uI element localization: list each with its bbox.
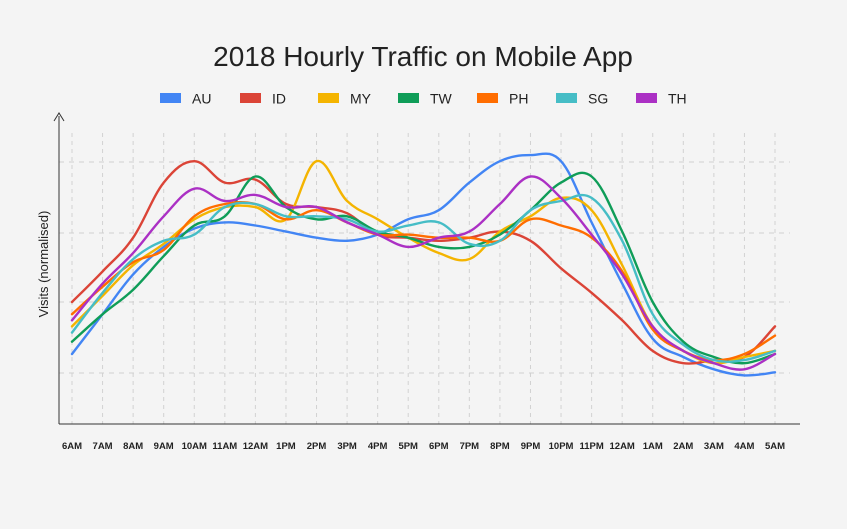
y-axis-arrow	[53, 112, 65, 122]
legend-swatch	[477, 93, 498, 103]
legend-swatch	[160, 93, 181, 103]
x-tick-label: 5PM	[398, 441, 418, 452]
legend-label: PH	[509, 91, 528, 107]
legend-item-au: AU	[160, 91, 211, 107]
x-tick-label: 12AM	[243, 441, 268, 452]
legend-swatch	[398, 93, 419, 103]
x-tick-label: 4PM	[368, 441, 388, 452]
x-tick-labels: 6AM 7AM 8AM 9AM 10AM 11AM 12AM 1PM 2PM 3PM 4PM 5PM 6…	[62, 441, 785, 452]
series-line-tw	[70, 171, 777, 365]
legend-item-id: ID	[240, 91, 286, 107]
legend-label: TW	[430, 91, 453, 107]
legend-swatch	[636, 93, 657, 103]
x-tick-label: 3AM	[704, 441, 724, 452]
x-tick-label: 2AM	[673, 441, 693, 452]
series-line-au	[70, 152, 777, 377]
series-line-ph	[70, 200, 777, 362]
legend-swatch	[556, 93, 577, 103]
x-tick-label: 3PM	[337, 441, 357, 452]
x-tick-label: 7PM	[460, 441, 480, 452]
legend-label: TH	[668, 91, 687, 107]
legend-label: SG	[588, 91, 608, 107]
series-line-th	[70, 175, 777, 371]
x-tick-label: 5AM	[765, 441, 785, 452]
series-line-id	[70, 160, 777, 365]
legend-item-sg: SG	[556, 91, 608, 107]
x-tick-label: 9PM	[521, 441, 541, 452]
legend: AU ID MY TW PH SG TH	[160, 91, 687, 107]
legend-label: ID	[272, 91, 286, 107]
legend-swatch	[318, 93, 339, 103]
legend-label: MY	[350, 91, 372, 107]
y-axis-label: Visits (normalised)	[36, 211, 51, 318]
legend-item-th: TH	[636, 91, 687, 107]
chart-title: 2018 Hourly Traffic on Mobile App	[213, 41, 633, 72]
x-tick-label: 6AM	[62, 441, 82, 452]
x-tick-label: 9AM	[154, 441, 174, 452]
x-tick-label: 8AM	[123, 441, 143, 452]
series-line-my	[70, 159, 777, 365]
legend-item-my: MY	[318, 91, 372, 107]
x-tick-label: 10PM	[549, 441, 574, 452]
x-tick-label: 11AM	[212, 441, 237, 452]
x-tick-label: 1AM	[643, 441, 663, 452]
legend-item-ph: PH	[477, 91, 528, 107]
x-tick-label: 10AM	[182, 441, 207, 452]
x-tick-label: 8PM	[490, 441, 510, 452]
series-group	[70, 152, 777, 377]
x-tick-label: 12AM	[610, 441, 635, 452]
x-tick-label: 2PM	[307, 441, 327, 452]
legend-label: AU	[192, 91, 211, 107]
x-tick-label: 6PM	[429, 441, 449, 452]
x-tick-label: 4AM	[734, 441, 754, 452]
legend-item-tw: TW	[398, 91, 453, 107]
x-tick-label: 11PM	[579, 441, 603, 452]
x-tick-label: 1PM	[276, 441, 296, 452]
x-tick-label: 7AM	[93, 441, 113, 452]
legend-swatch	[240, 93, 261, 103]
series-line-sg	[70, 193, 777, 363]
